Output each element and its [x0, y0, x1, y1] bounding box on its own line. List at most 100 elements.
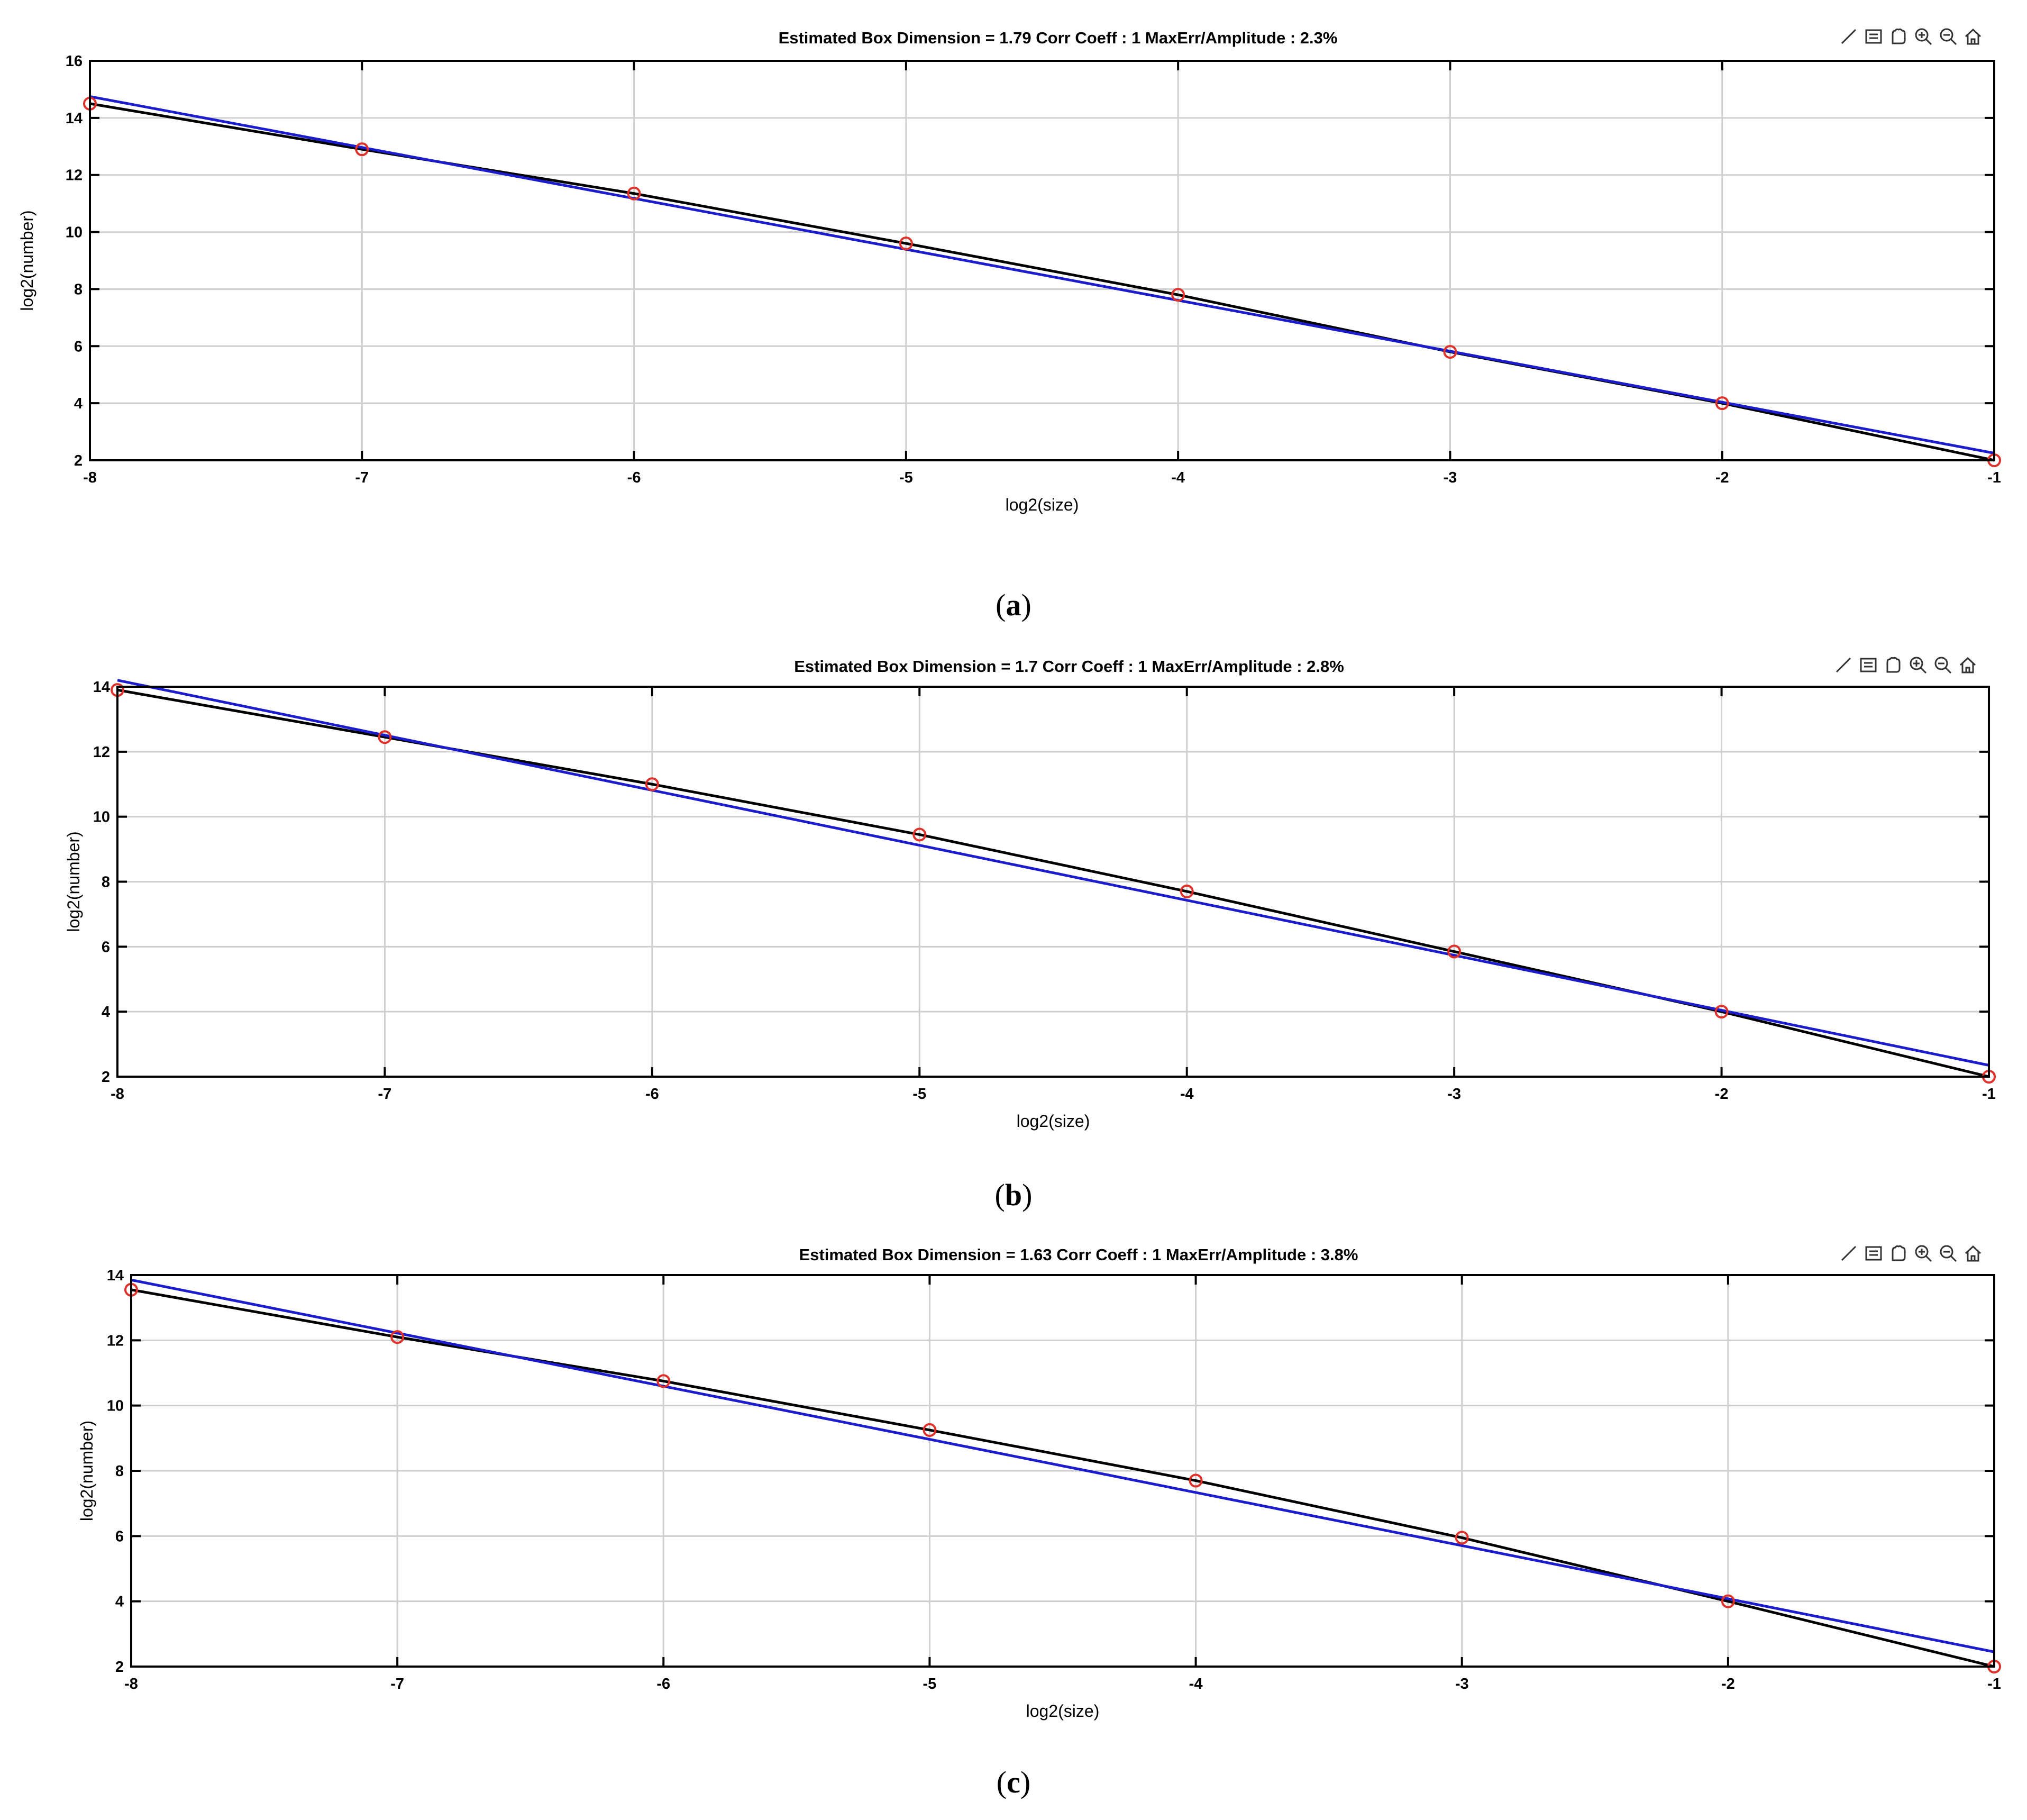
panel-a-x-tick-label: -3 — [1444, 469, 1457, 486]
panel-b-title: Estimated Box Dimension = 1.7 Corr Coeff… — [794, 657, 1344, 676]
panel-a-title: Estimated Box Dimension = 1.79 Corr Coef… — [779, 29, 1338, 47]
panel-c-x-tick-label: -7 — [390, 1676, 404, 1692]
pan-hand-icon[interactable] — [1886, 657, 1901, 673]
panel-c-data-point — [1189, 1473, 1203, 1488]
home-icon[interactable] — [1965, 28, 1982, 45]
panel-b-toolbar — [1836, 657, 1976, 674]
panel-a-x-tick-label: -7 — [355, 469, 369, 486]
panel-c-x-tick-label: -3 — [1455, 1676, 1469, 1692]
panel-a-data-point — [1715, 396, 1729, 411]
panel-c-y-tick-label: 2 — [115, 1659, 124, 1676]
panel-c-data-point — [390, 1330, 405, 1344]
caption-a: (a) — [996, 588, 1031, 622]
panel-c-toolbar — [1841, 1245, 1982, 1262]
panel-b-data-point — [1180, 884, 1194, 898]
panel-b-y-tick-label: 8 — [102, 874, 110, 891]
panel-b-x-tick-label: -8 — [111, 1086, 124, 1103]
chart-panel-c: -8 -7 -6 -5 -4 -3 -2 -1 2 4 6 8 10 12 14 log2(size) log2… — [77, 1245, 2001, 1721]
panel-b-x-tick-label: -5 — [912, 1086, 926, 1103]
panel-c-x-tick-label: -8 — [124, 1676, 138, 1692]
panel-b-series-line-1 — [117, 688, 1989, 1078]
panel-b-data-point — [1447, 944, 1462, 959]
zoom-out-icon[interactable] — [1940, 28, 1957, 46]
panel-c-y-tick-label: 8 — [115, 1463, 124, 1480]
pan-hand-icon[interactable] — [1892, 28, 1906, 44]
panel-c-data-point — [923, 1423, 937, 1437]
panel-b-data-point — [912, 827, 927, 842]
panel-b-data-point — [378, 730, 392, 744]
zoom-in-icon[interactable] — [1910, 657, 1927, 674]
panel-c-title: Estimated Box Dimension = 1.63 Corr Coef… — [799, 1245, 1358, 1264]
zoom-in-icon[interactable] — [1915, 1245, 1932, 1262]
panel-a-y-tick-label: 12 — [66, 167, 83, 184]
data-tip-icon[interactable] — [1865, 1246, 1882, 1261]
panel-b-x-axis-label: log2(size) — [1017, 1112, 1090, 1131]
panel-c-series-line-2 — [131, 1278, 1995, 1653]
panel-b-y-axis-label: log2(number) — [64, 831, 83, 932]
panel-a-x-tick-label: -1 — [1987, 469, 2001, 486]
chart-panel-b: -8 -7 -6 -5 -4 -3 -2 -1 2 4 6 8 10 12 14 log2(size) log2… — [64, 657, 1996, 1131]
panel-a-x-tick-label: -4 — [1171, 469, 1185, 486]
panel-c-y-tick-label: 12 — [107, 1332, 124, 1349]
panel-a-x-tick-label: -8 — [83, 469, 97, 486]
panel-c-x-tick-label: -5 — [923, 1676, 937, 1692]
panel-a-y-tick-label: 16 — [66, 53, 83, 70]
panel-a-y-tick-label: 4 — [74, 395, 83, 412]
brush-icon[interactable] — [1836, 657, 1851, 673]
panel-a-x-tick-label: -2 — [1715, 469, 1729, 486]
panel-a-y-axis-label: log2(number) — [17, 210, 36, 311]
caption-c: (c) — [996, 1765, 1031, 1799]
panel-b-y-tick-label: 2 — [102, 1069, 110, 1086]
caption-c-label: c — [1007, 1765, 1020, 1799]
brush-icon[interactable] — [1841, 29, 1857, 44]
panel-b-y-tick-label: 6 — [102, 939, 110, 956]
panel-b-data-point — [1714, 1005, 1729, 1019]
panel-b-data-point — [645, 777, 659, 791]
panel-a-y-tick-label: 6 — [74, 338, 83, 355]
panel-c-x-axis-label: log2(size) — [1026, 1701, 1100, 1721]
panel-a-plot-area — [89, 60, 1995, 461]
panel-b-y-tick-label: 4 — [102, 1004, 110, 1021]
panel-a-x-axis-label: log2(size) — [1006, 495, 1079, 514]
panel-b-x-tick-label: -7 — [378, 1086, 392, 1103]
home-icon[interactable] — [1959, 657, 1976, 674]
panel-a-x-tick-label: -6 — [627, 469, 641, 486]
panel-a-y-tick-label: 14 — [66, 110, 83, 127]
panel-c-x-tick-label: -6 — [656, 1676, 670, 1692]
panel-c-x-tick-label: -4 — [1189, 1676, 1203, 1692]
panel-b-x-tick-label: -2 — [1715, 1086, 1729, 1103]
panel-c-x-tick-label: -2 — [1721, 1676, 1735, 1692]
chart-panel-a: -8 -7 -6 -5 -4 -3 -2 -1 2 4 6 8 10 12 14 16 log2(size) lo… — [17, 28, 2001, 514]
panel-c-y-axis-label: log2(number) — [77, 1421, 96, 1521]
panel-a-data-point — [1443, 345, 1457, 359]
panel-c-y-tick-label: 6 — [115, 1528, 124, 1545]
panel-c-y-tick-label: 4 — [115, 1594, 124, 1610]
panel-b-y-tick-label: 10 — [93, 809, 110, 826]
panel-b-y-tick-label: 14 — [93, 679, 110, 696]
panel-b-x-tick-label: -1 — [1982, 1086, 1996, 1103]
panel-a-y-tick-label: 8 — [74, 281, 83, 298]
zoom-out-icon[interactable] — [1940, 1245, 1957, 1262]
zoom-out-icon[interactable] — [1934, 657, 1952, 674]
zoom-in-icon[interactable] — [1915, 28, 1932, 46]
panel-a-y-tick-label: 10 — [66, 224, 83, 241]
panel-b-y-tick-label: 12 — [93, 744, 110, 761]
panel-a-series-line-1 — [89, 102, 1995, 462]
panel-b-x-tick-label: -6 — [645, 1086, 659, 1103]
panel-a-x-tick-label: -5 — [899, 469, 913, 486]
panel-c-data-point — [656, 1374, 671, 1388]
data-tip-icon[interactable] — [1860, 658, 1877, 672]
data-tip-icon[interactable] — [1865, 29, 1882, 44]
panel-c-y-tick-label: 10 — [107, 1398, 124, 1415]
panel-c-x-tick-label: -1 — [1987, 1676, 2001, 1692]
panel-a-data-point — [1171, 288, 1185, 302]
pan-hand-icon[interactable] — [1892, 1245, 1906, 1261]
panel-a-series-line-2 — [89, 95, 1995, 454]
caption-b-label: b — [1005, 1178, 1022, 1212]
home-icon[interactable] — [1965, 1245, 1982, 1262]
panel-a-toolbar — [1841, 28, 1982, 46]
brush-icon[interactable] — [1841, 1245, 1857, 1261]
panel-c-data-point — [1455, 1531, 1469, 1545]
panel-a-data-point — [627, 186, 641, 201]
